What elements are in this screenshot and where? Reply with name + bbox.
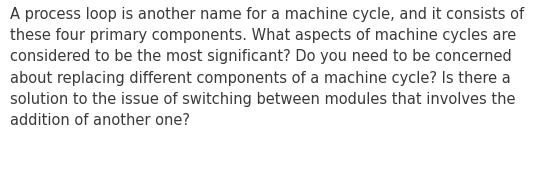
Text: A process loop is another name for a machine cycle, and it consists of
these fou: A process loop is another name for a mac… bbox=[10, 7, 524, 128]
